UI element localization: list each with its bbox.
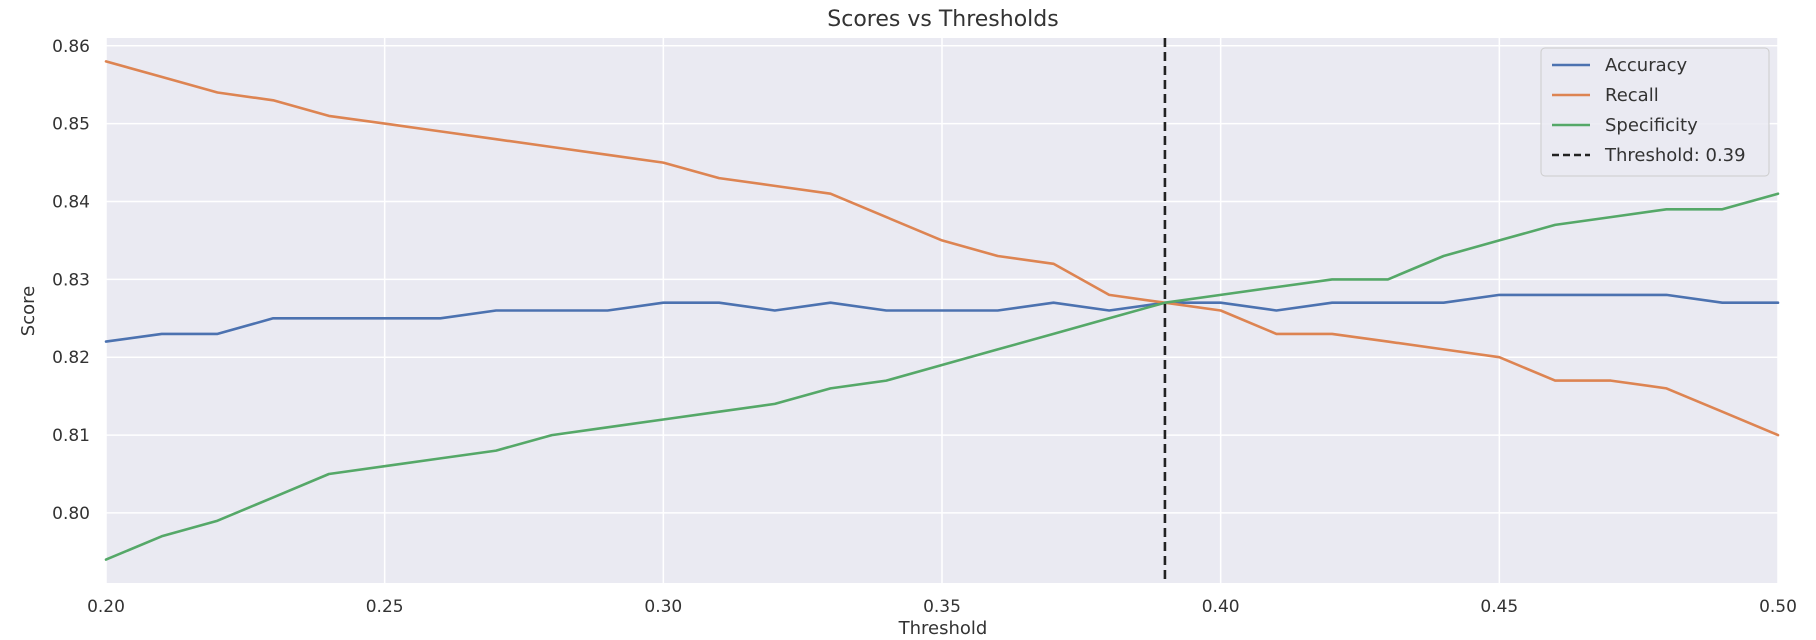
y-axis-label: Score (18, 286, 39, 336)
x-tick-label: 0.50 (1759, 597, 1797, 617)
recall-line (104, 60, 1780, 437)
legend-label-threshold: Threshold: 0.39 (1604, 145, 1746, 166)
legend-label-specificity: Specificity (1605, 115, 1698, 136)
legend-label-recall: Recall (1605, 85, 1659, 106)
y-tick-label: 0.81 (52, 426, 90, 446)
y-tick-label: 0.84 (52, 193, 90, 213)
accuracy-line (104, 293, 1780, 343)
x-tick-label: 0.25 (366, 597, 404, 617)
x-tick-label: 0.30 (644, 597, 682, 617)
y-tick-label: 0.86 (52, 37, 90, 57)
x-tick-label: 0.20 (87, 597, 125, 617)
y-tick-label: 0.80 (52, 504, 90, 524)
legend: Accuracy Recall Specificity Threshold: 0.39 (1540, 47, 1770, 177)
series-lines (104, 60, 1780, 561)
chart-title: Scores vs Thresholds (827, 7, 1058, 32)
y-tick-label: 0.85 (52, 115, 90, 135)
x-tick-label: 0.35 (923, 597, 961, 617)
y-tick-label: 0.83 (52, 270, 90, 290)
y-tick-label: 0.82 (52, 348, 90, 368)
tick-labels: 0.20 0.25 0.30 0.35 0.40 0.45 0.50 0.80 0.81 0.82… (52, 37, 1797, 617)
x-axis-label: Threshold (898, 618, 988, 639)
legend-box (1540, 47, 1770, 177)
x-tick-label: 0.40 (1202, 597, 1240, 617)
x-tick-label: 0.45 (1480, 597, 1518, 617)
legend-label-accuracy: Accuracy (1605, 55, 1688, 76)
specificity-line (104, 192, 1780, 561)
